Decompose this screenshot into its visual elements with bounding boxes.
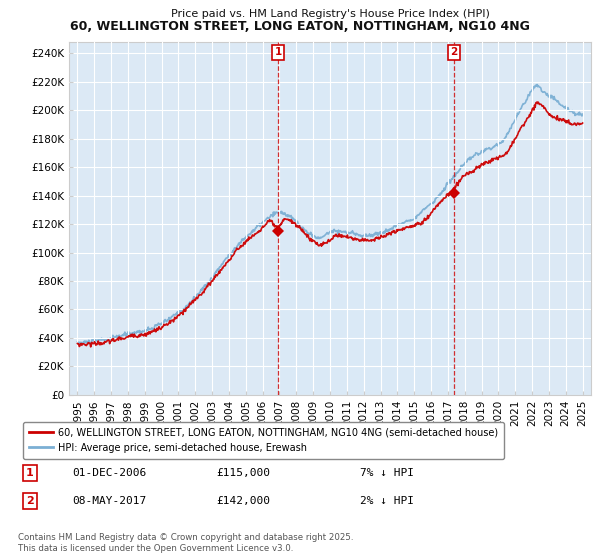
Title: Price paid vs. HM Land Registry's House Price Index (HPI): Price paid vs. HM Land Registry's House …	[170, 9, 490, 19]
Text: 01-DEC-2006: 01-DEC-2006	[72, 468, 146, 478]
Text: 1: 1	[26, 468, 34, 478]
Text: £115,000: £115,000	[216, 468, 270, 478]
Text: 08-MAY-2017: 08-MAY-2017	[72, 496, 146, 506]
Text: 1: 1	[275, 47, 282, 57]
Legend: 60, WELLINGTON STREET, LONG EATON, NOTTINGHAM, NG10 4NG (semi-detached house), H: 60, WELLINGTON STREET, LONG EATON, NOTTI…	[23, 422, 504, 459]
Text: 2% ↓ HPI: 2% ↓ HPI	[360, 496, 414, 506]
Text: 7% ↓ HPI: 7% ↓ HPI	[360, 468, 414, 478]
Text: 2: 2	[451, 47, 458, 57]
Text: Contains HM Land Registry data © Crown copyright and database right 2025.
This d: Contains HM Land Registry data © Crown c…	[18, 533, 353, 553]
Text: 60, WELLINGTON STREET, LONG EATON, NOTTINGHAM, NG10 4NG: 60, WELLINGTON STREET, LONG EATON, NOTTI…	[70, 20, 530, 32]
Bar	[278, 42, 454, 395]
Text: £142,000: £142,000	[216, 496, 270, 506]
Text: 2: 2	[26, 496, 34, 506]
